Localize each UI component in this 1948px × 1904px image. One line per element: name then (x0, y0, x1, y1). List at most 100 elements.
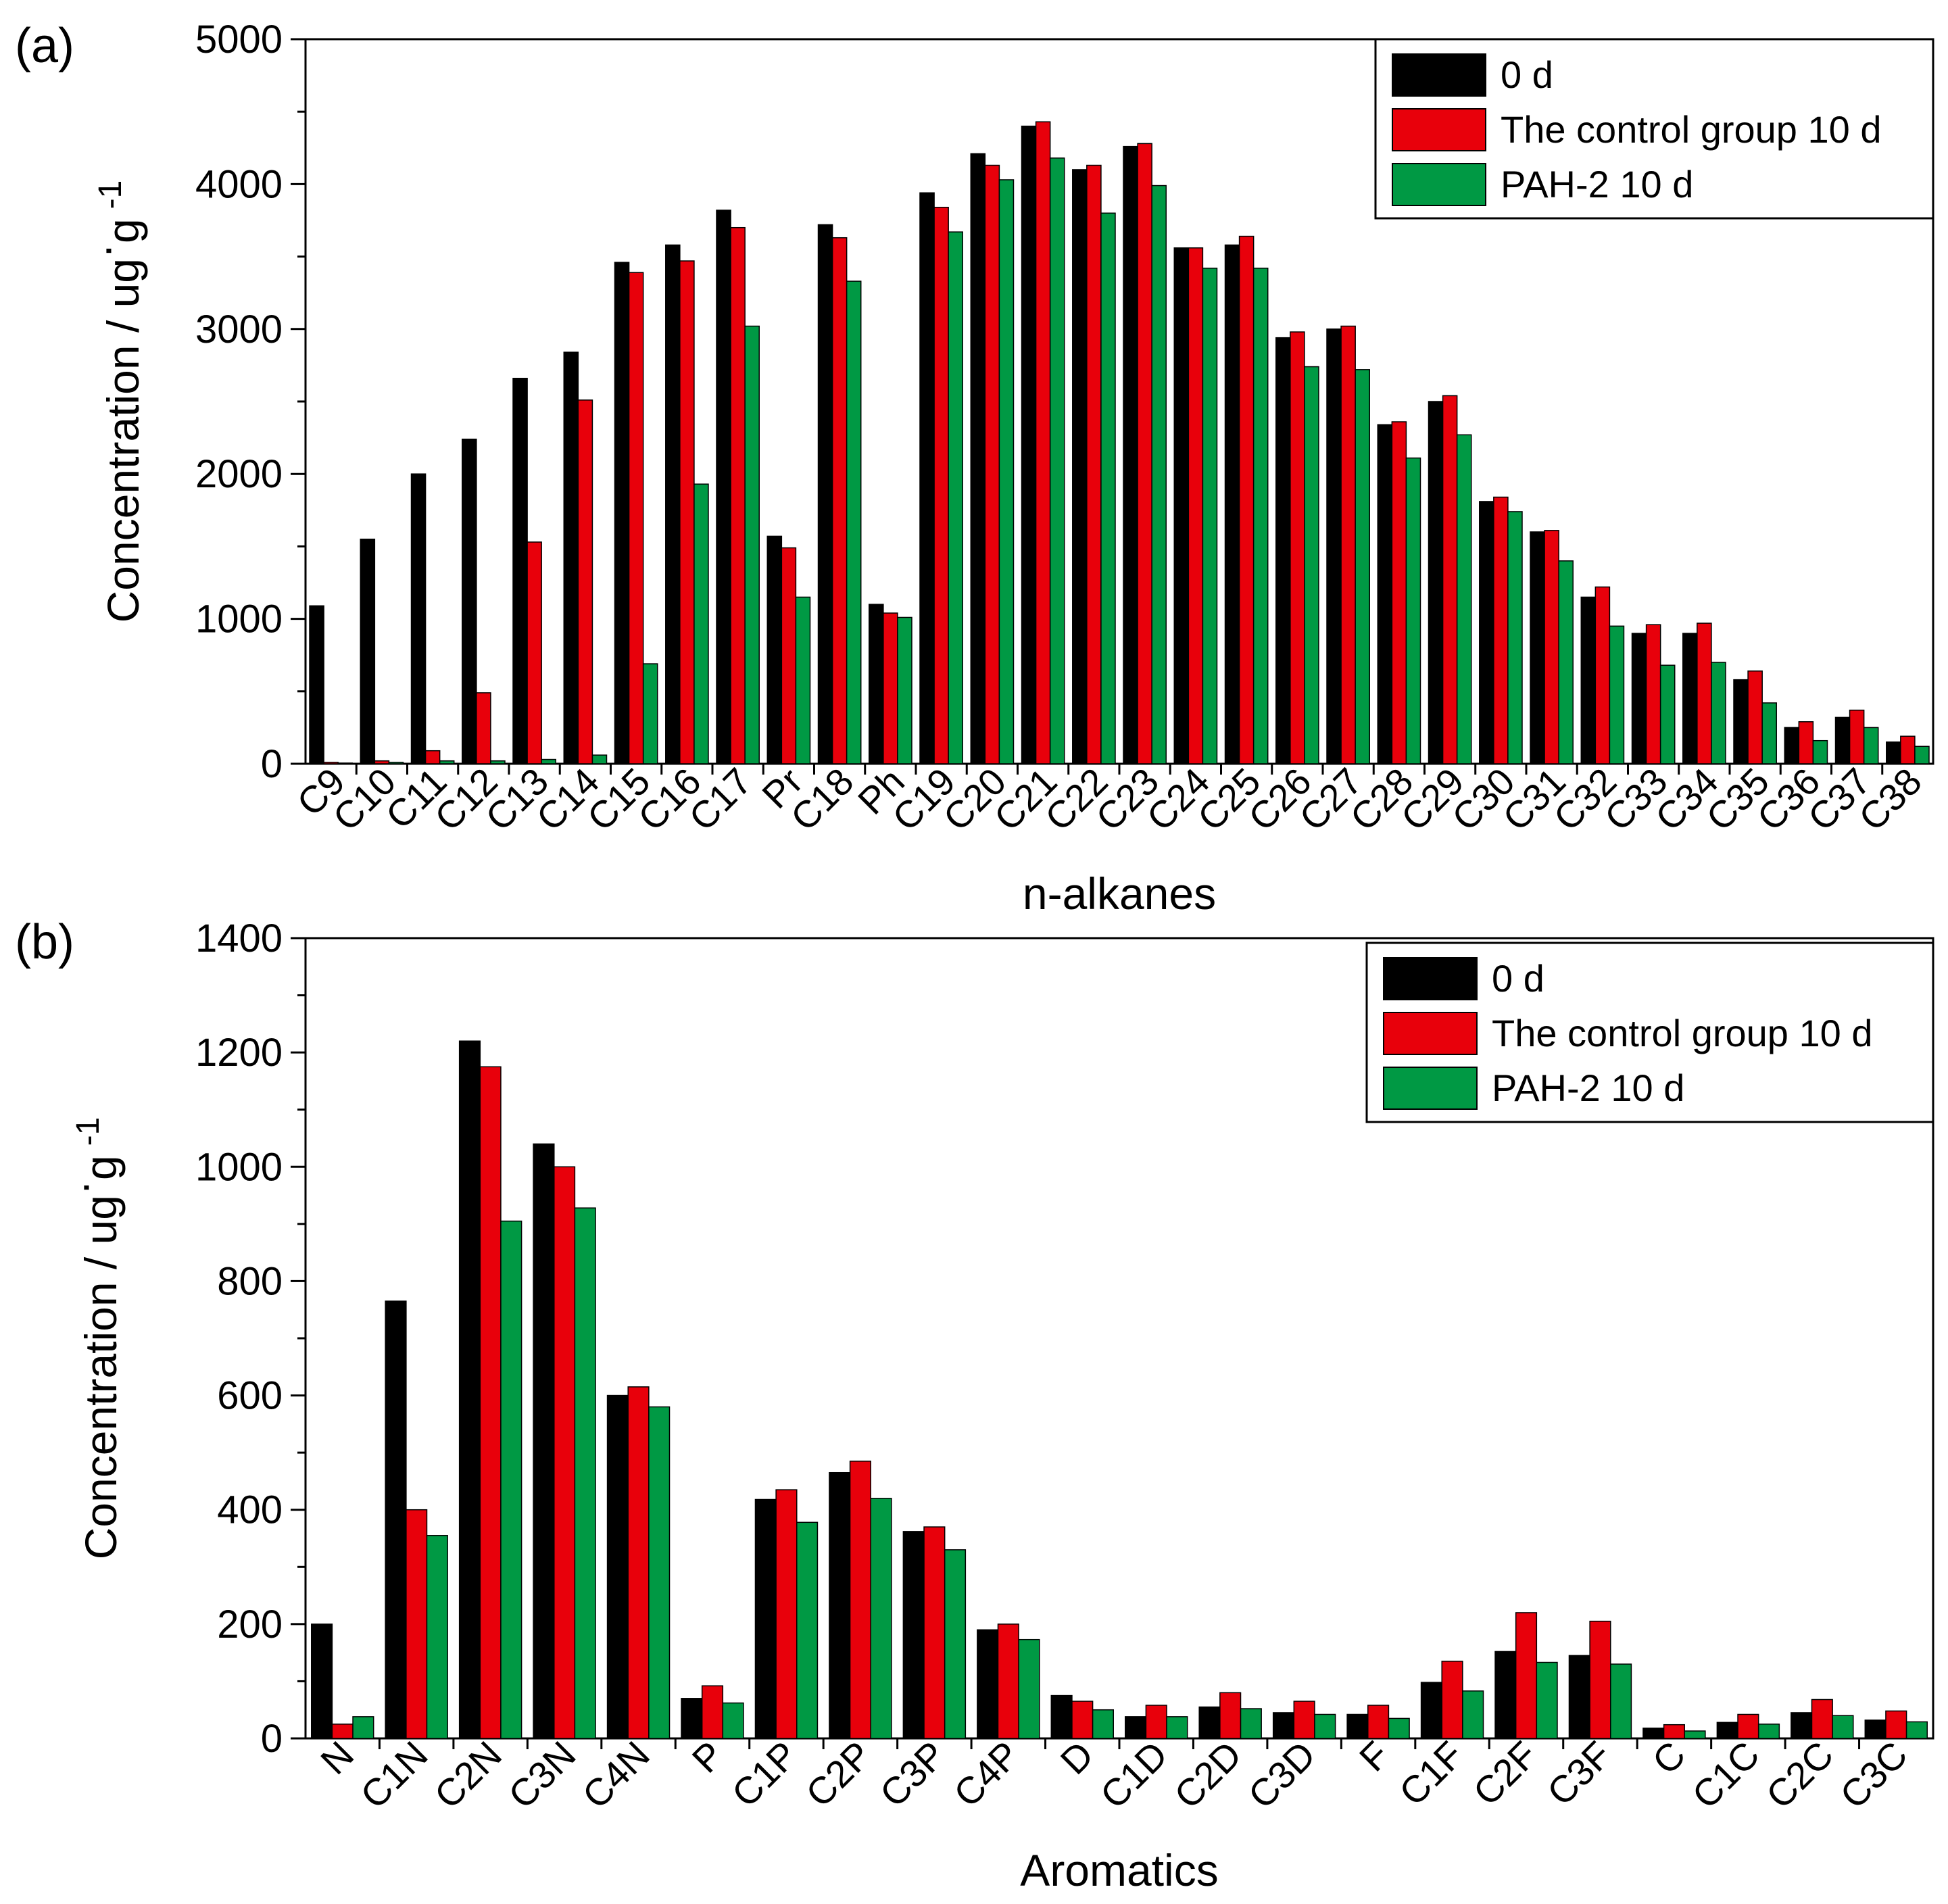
bar (1757, 1724, 1780, 1739)
bar (591, 754, 608, 764)
legend-swatch (1383, 957, 1478, 1000)
y-axis-title-ylabel-unit: g (76, 1155, 126, 1180)
legend-swatch (1392, 53, 1486, 97)
bar (1811, 1699, 1833, 1739)
y-tick-label: 400 (217, 1488, 283, 1532)
bar (829, 1471, 851, 1739)
y-axis-title-ylabel: Concentration / ug (98, 258, 148, 623)
bar (1240, 1708, 1262, 1739)
bar (1442, 395, 1458, 764)
bar (831, 237, 848, 764)
bar (1684, 1730, 1706, 1739)
bar (1151, 185, 1167, 764)
x-category-label: C17 (681, 760, 760, 839)
y-tick-label: 4000 (195, 162, 283, 206)
y-tick-label: 0 (261, 742, 283, 786)
bar (722, 1702, 744, 1739)
legend-swatch (1392, 163, 1486, 206)
bar (970, 153, 986, 764)
bar (360, 538, 376, 764)
panel-label: (a) (15, 19, 74, 73)
x-category-label: C3N (500, 1733, 584, 1817)
bar (410, 473, 427, 764)
bar (781, 547, 797, 764)
x-category-label: C3F (1539, 1733, 1620, 1813)
y-tick-label: 2000 (195, 452, 283, 496)
y-tick-label: 1000 (195, 597, 283, 641)
bar (923, 1526, 946, 1739)
y-tick-label: 1400 (195, 917, 283, 960)
bar (1326, 328, 1342, 764)
bar (563, 351, 579, 764)
legend-label: The control group 10 d (1501, 108, 1881, 151)
bar (948, 231, 963, 764)
bar (1594, 586, 1611, 764)
bar (1304, 366, 1319, 764)
x-category-label: C2P (798, 1733, 880, 1815)
bar (1544, 530, 1559, 764)
bar (1275, 337, 1291, 764)
bar (462, 438, 477, 764)
bar (309, 605, 324, 764)
bar (1568, 1655, 1590, 1739)
x-category-label: P (684, 1733, 732, 1781)
bar (1863, 727, 1879, 764)
legend-label: 0 d (1501, 53, 1553, 96)
bar (795, 596, 811, 764)
panel-label: (b) (15, 915, 74, 969)
bar (1812, 739, 1828, 764)
bar (1293, 1701, 1315, 1739)
legend-swatch (1392, 108, 1486, 151)
bar (817, 224, 833, 764)
bar (1314, 1713, 1336, 1739)
bar (1849, 709, 1865, 764)
bar (331, 1724, 354, 1739)
bar (337, 762, 353, 764)
y-tick-label: 600 (217, 1374, 283, 1418)
bar (1530, 531, 1545, 764)
legend-label: PAH-2 10 d (1501, 163, 1693, 205)
bar (1202, 268, 1218, 764)
bar (1832, 1715, 1854, 1739)
legend-label: 0 d (1492, 957, 1544, 1000)
bar (897, 616, 912, 764)
bar (1834, 716, 1851, 764)
bar (642, 663, 658, 764)
y-tick-label: 1000 (195, 1145, 283, 1189)
bar (1071, 1701, 1094, 1739)
y-axis-title-ylabel-exp: -1 (93, 180, 128, 210)
bar (500, 1220, 522, 1739)
bar (1697, 623, 1712, 764)
bar (385, 1300, 407, 1739)
y-tick-label: 1200 (195, 1031, 283, 1075)
bar (476, 692, 491, 764)
bar (933, 206, 949, 764)
bar (1145, 1705, 1167, 1739)
bar (1609, 625, 1625, 764)
x-category-label: C4N (574, 1733, 658, 1817)
bar (1885, 1710, 1907, 1739)
bar (1479, 501, 1494, 764)
x-category-label: C4P (946, 1733, 1028, 1815)
bar (577, 399, 593, 764)
bar (1507, 511, 1523, 764)
bar (744, 325, 760, 764)
legend-swatch (1383, 1012, 1478, 1055)
bar (1100, 212, 1116, 764)
bar (846, 280, 862, 764)
y-axis-title-ylabel-dot: · (80, 243, 130, 258)
bar (1086, 164, 1102, 764)
bar (1493, 496, 1509, 764)
bar (606, 1394, 629, 1739)
bar (1272, 1712, 1295, 1739)
x-category-label: C2D (1166, 1733, 1250, 1817)
bar (1798, 721, 1814, 764)
bar (997, 1624, 1019, 1739)
bar (977, 1629, 999, 1739)
bar (1252, 268, 1269, 764)
bar (388, 762, 404, 764)
bar (627, 1386, 650, 1739)
bar (1290, 331, 1305, 764)
x-category-label: C1P (723, 1733, 806, 1815)
bar (1050, 1694, 1073, 1739)
